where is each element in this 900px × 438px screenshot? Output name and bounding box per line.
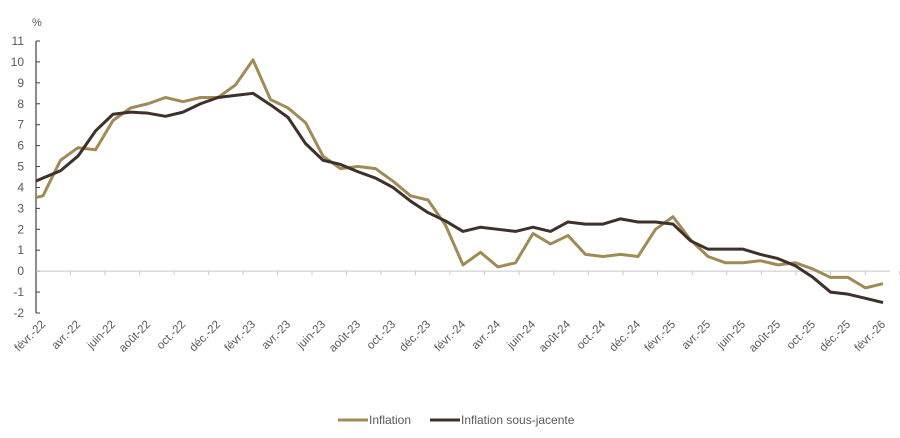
- y-tick-label: 6: [17, 139, 24, 153]
- x-tick-label: juin-22: [85, 319, 119, 353]
- x-tick-label: déc.-24: [608, 318, 644, 354]
- y-tick-label: 4: [17, 180, 24, 194]
- legend-item-0: Inflation: [338, 413, 411, 427]
- y-tick-label: 5: [17, 160, 24, 174]
- x-tick-label: déc.-23: [398, 319, 434, 355]
- x-tick-label: oct.-25: [785, 319, 818, 352]
- x-tick-label: juin-24: [505, 318, 539, 352]
- x-tick-label: avr.-22: [50, 319, 83, 352]
- y-tick-label: 2: [17, 222, 24, 236]
- x-tick-label: août-22: [117, 319, 153, 355]
- x-tick-label: déc.-22: [188, 319, 224, 355]
- legend-label: Inflation: [369, 413, 411, 427]
- y-tick-label: 8: [17, 97, 24, 111]
- y-tick-label: -1: [13, 285, 24, 299]
- y-axis-unit-label: %: [32, 17, 42, 29]
- x-tick-label: juin-23: [295, 319, 329, 353]
- y-tick-label: 9: [17, 76, 24, 90]
- x-tick-label: févr.-25: [643, 319, 679, 355]
- y-tick-label: 7: [17, 118, 24, 132]
- x-tick-label: oct.-22: [155, 319, 188, 352]
- y-tick-label: -2: [13, 306, 24, 320]
- x-tick-label: févr.-26: [853, 319, 889, 355]
- x-tick-label: août-25: [747, 319, 783, 355]
- legend-item-1: Inflation sous-jacente: [430, 413, 575, 427]
- x-tick-label: avr.-25: [680, 319, 713, 352]
- x-tick-label: oct.-23: [365, 319, 398, 352]
- x-tick-label: févr.-23: [223, 319, 259, 355]
- x-tick-label: avr.-24: [470, 318, 504, 352]
- x-tick-label: oct.-24: [575, 318, 609, 352]
- x-tick-label: août-23: [327, 319, 363, 355]
- x-tick-label: août-24: [537, 318, 573, 354]
- y-tick-label: 0: [17, 264, 24, 278]
- legend-label: Inflation sous-jacente: [461, 413, 575, 427]
- x-tick-label: févr.-22: [13, 319, 49, 355]
- y-axis: -2 -1 0 1 2 3 4 5 6 7 8 9 10 11: [11, 34, 40, 320]
- y-tick-label: 3: [17, 201, 24, 215]
- legend: Inflation Inflation sous-jacente: [338, 413, 575, 427]
- y-tick-label: 10: [11, 55, 25, 69]
- series-lines: [25, 60, 883, 303]
- y-tick-label: 1: [17, 243, 24, 257]
- x-tick-label: juin-25: [715, 319, 749, 353]
- y-tick-label: 11: [12, 34, 25, 48]
- x-tick-label: févr.-24: [433, 318, 469, 354]
- x-tick-label: déc.-25: [818, 319, 854, 355]
- x-tick-label: avr.-23: [260, 319, 293, 352]
